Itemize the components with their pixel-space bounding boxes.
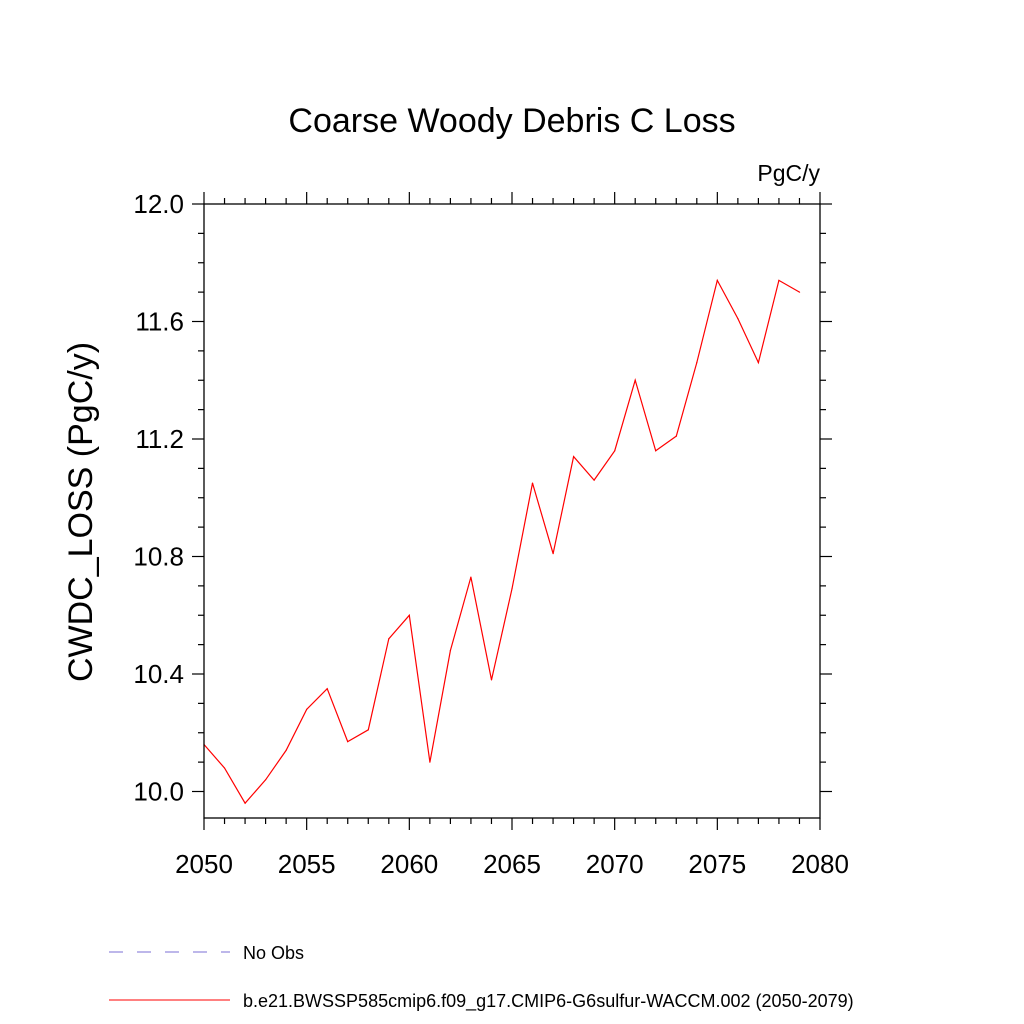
data-point [716,279,718,281]
data-point [634,379,636,381]
data-point [737,318,739,320]
legend-label: b.e21.BWSSP585cmip6.f09_g17.CMIP6-G6sulf… [243,991,854,1012]
data-point [429,761,431,763]
x-tick-label: 2065 [483,849,541,879]
data-point [223,767,226,769]
x-tick-label: 2050 [175,849,233,879]
data-point [244,802,246,804]
data-point [552,553,554,555]
data-point [265,779,267,781]
legend: No Obs b.e21.BWSSP585cmip6.f09_g17.CMIP6-… [109,943,854,1012]
data-point [675,435,677,437]
x-tick-label: 2080 [791,849,849,879]
data-point [490,679,493,681]
data-point [388,638,390,640]
data-point [778,279,780,281]
data-point [593,479,595,481]
x-tick-label: 2075 [688,849,746,879]
y-tick-label: 10.0 [133,777,184,807]
data-point [655,450,657,452]
data-point [531,482,534,484]
data-point [757,362,760,364]
x-tick-label: 2055 [278,849,336,879]
y-tick-label: 10.8 [133,542,184,572]
data-point [696,362,698,364]
data-point [367,729,369,731]
data-point [511,588,513,590]
series-line [203,278,800,805]
chart-title: Coarse Woody Debris C Loss [288,102,735,140]
plot-frame [203,203,821,819]
series-layer [203,278,801,805]
legend-label: No Obs [243,943,304,963]
data-point [573,456,575,458]
data-point [326,688,328,690]
data-point [470,576,472,578]
y-tick-label: 12.0 [133,189,184,219]
units-label: PgC/y [757,160,820,186]
data-point [614,450,616,452]
data-point [408,614,410,616]
y-axis-label: CWDC_LOSS (PgC/y) [62,342,100,682]
x-tick-label: 2070 [586,849,644,879]
y-tick-label: 11.2 [135,424,184,454]
y-tick-label: 11.6 [135,307,184,337]
data-point [798,291,801,293]
x-tick-label: 2060 [380,849,438,879]
axis-ticks: 2050 2055 2060 2065 2070 2075 2080 10.0 10.4 10.8… [133,189,849,879]
y-tick-label: 10.4 [133,659,184,689]
data-point [306,708,308,710]
data-point [347,741,349,743]
data-point [449,649,451,652]
data-point [285,749,287,752]
